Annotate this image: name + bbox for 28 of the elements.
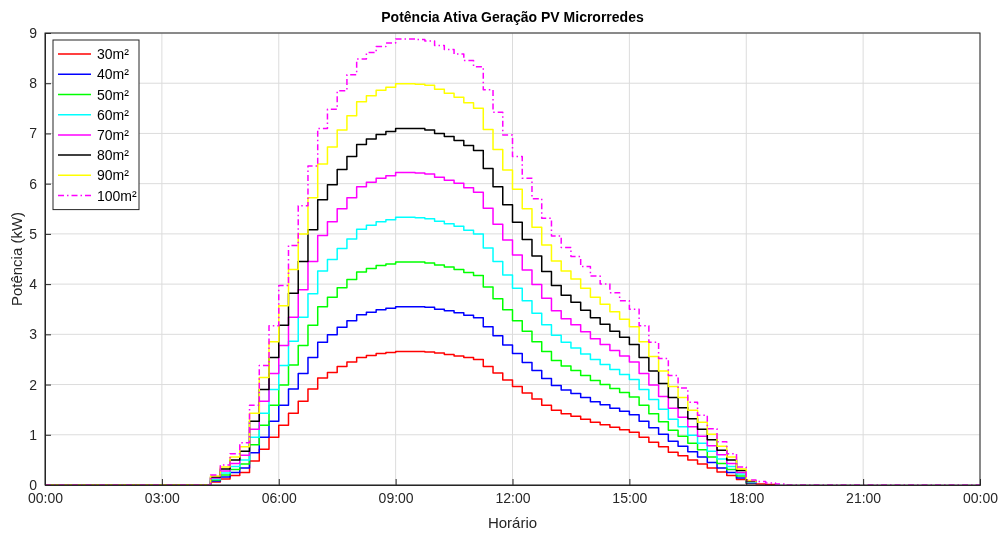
y-tick-label: 8 bbox=[29, 75, 38, 92]
y-tick-label: 3 bbox=[29, 326, 38, 343]
y-tick-label: 9 bbox=[29, 24, 38, 41]
x-axis-title: Horário bbox=[487, 514, 538, 531]
y-tick-label: 2 bbox=[29, 376, 38, 393]
x-tick-label: 09:00 bbox=[378, 489, 414, 506]
x-tick-label: 12:00 bbox=[495, 489, 531, 506]
x-tick-label: 18:00 bbox=[729, 489, 765, 506]
legend-label: 70m² bbox=[97, 126, 130, 143]
x-tick-label: 15:00 bbox=[612, 489, 648, 506]
y-axis-title: Potência (kW) bbox=[8, 211, 25, 307]
legend-label: 80m² bbox=[97, 147, 130, 164]
legend-label: 50m² bbox=[97, 86, 130, 103]
x-tick-label: 21:00 bbox=[846, 489, 882, 506]
legend-label: 40m² bbox=[97, 66, 130, 83]
legend-label: 30m² bbox=[97, 46, 130, 63]
y-tick-label: 6 bbox=[29, 175, 38, 192]
y-tick-label: 1 bbox=[29, 426, 38, 443]
x-tick-label: 06:00 bbox=[261, 489, 297, 506]
x-tick-label: 03:00 bbox=[144, 489, 181, 506]
y-tick-label: 7 bbox=[29, 125, 38, 142]
legend-label: 90m² bbox=[97, 167, 130, 184]
legend-label: 100m² bbox=[97, 187, 138, 204]
x-tick-label: 00:00 bbox=[962, 489, 999, 506]
y-tick-label: 4 bbox=[29, 276, 38, 293]
y-tick-label: 5 bbox=[29, 225, 38, 242]
legend-label: 60m² bbox=[97, 106, 130, 123]
chart-title: Potência Ativa Geração PV Microrredes bbox=[381, 9, 644, 25]
